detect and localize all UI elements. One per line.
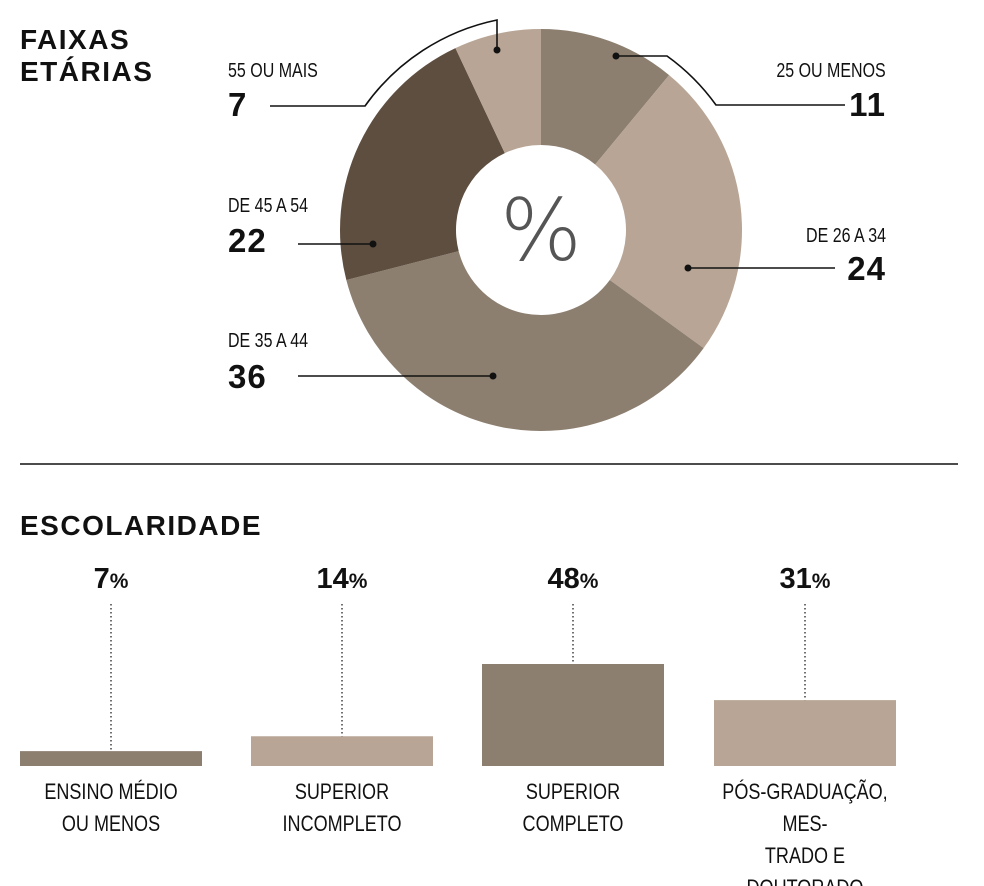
bar-category-label: SUPERIOR COMPLETO bbox=[478, 776, 668, 840]
bar-value: 7% bbox=[20, 563, 202, 596]
center-percent-label: % bbox=[500, 181, 582, 281]
bar-value-unit: % bbox=[348, 570, 368, 593]
leader-dot bbox=[612, 52, 620, 60]
leader-line bbox=[270, 19, 498, 107]
bar-value-number: 14 bbox=[316, 563, 349, 595]
bar-value-unit: % bbox=[579, 570, 599, 593]
pie-slice bbox=[595, 75, 742, 349]
leader-dot bbox=[493, 46, 501, 54]
bar-category-line: SUPERIOR bbox=[525, 779, 621, 804]
slice-label: DE 26 A 34 bbox=[805, 225, 886, 247]
slice-value: 36 bbox=[228, 358, 267, 395]
bar-value-unit: % bbox=[811, 570, 831, 593]
bar-category-line: OU MENOS bbox=[61, 811, 161, 836]
leader-dot bbox=[369, 240, 377, 248]
pie-slice bbox=[541, 29, 670, 165]
bar-value-unit: % bbox=[109, 570, 129, 593]
bar-category-label: PÓS-GRADUAÇÃO, MES- TRADO E DOUTORADO bbox=[710, 776, 900, 886]
slice-value: 24 bbox=[847, 250, 886, 287]
slice-value: 22 bbox=[228, 222, 267, 259]
bar-category-line: ENSINO MÉDIO bbox=[44, 779, 178, 804]
leader-dot bbox=[489, 372, 497, 380]
bar-value: 14% bbox=[251, 563, 433, 596]
bar-value-number: 48 bbox=[547, 563, 580, 595]
bar-category-line: SUPERIOR bbox=[294, 779, 390, 804]
slice-label: 25 OU MENOS bbox=[776, 60, 886, 82]
bar bbox=[20, 751, 202, 766]
leader-line bbox=[616, 55, 845, 106]
bar-value-number: 31 bbox=[779, 563, 812, 595]
bar-category-label: ENSINO MÉDIO OU MENOS bbox=[16, 776, 206, 840]
leader-dot bbox=[684, 264, 692, 272]
bar-category-line: TRADO E DOUTORADO bbox=[747, 843, 864, 886]
pie-slice bbox=[340, 48, 505, 280]
slice-label: 55 OU MAIS bbox=[228, 60, 318, 82]
bar-category-label: SUPERIOR INCOMPLETO bbox=[247, 776, 437, 840]
slice-label: DE 45 A 54 bbox=[228, 195, 309, 217]
slice-label: DE 35 A 44 bbox=[228, 330, 309, 352]
pie-title: FAIXAS ETÁRIAS bbox=[20, 24, 154, 87]
bar bbox=[714, 700, 896, 766]
slice-value: 11 bbox=[849, 86, 886, 123]
bar-category-line: COMPLETO bbox=[522, 811, 624, 836]
bar-category-line: INCOMPLETO bbox=[282, 811, 402, 836]
pie-slice bbox=[346, 251, 704, 431]
bar-value: 48% bbox=[482, 563, 664, 596]
slice-value: 7 bbox=[228, 86, 248, 123]
bar-category-line: PÓS-GRADUAÇÃO, MES- bbox=[722, 779, 888, 836]
pie-slice bbox=[455, 29, 541, 154]
bar-value-number: 7 bbox=[93, 563, 110, 595]
bar-value: 31% bbox=[714, 563, 896, 596]
bar-title: ESCOLARIDADE bbox=[20, 510, 263, 541]
bar bbox=[251, 736, 433, 766]
bar bbox=[482, 664, 664, 766]
